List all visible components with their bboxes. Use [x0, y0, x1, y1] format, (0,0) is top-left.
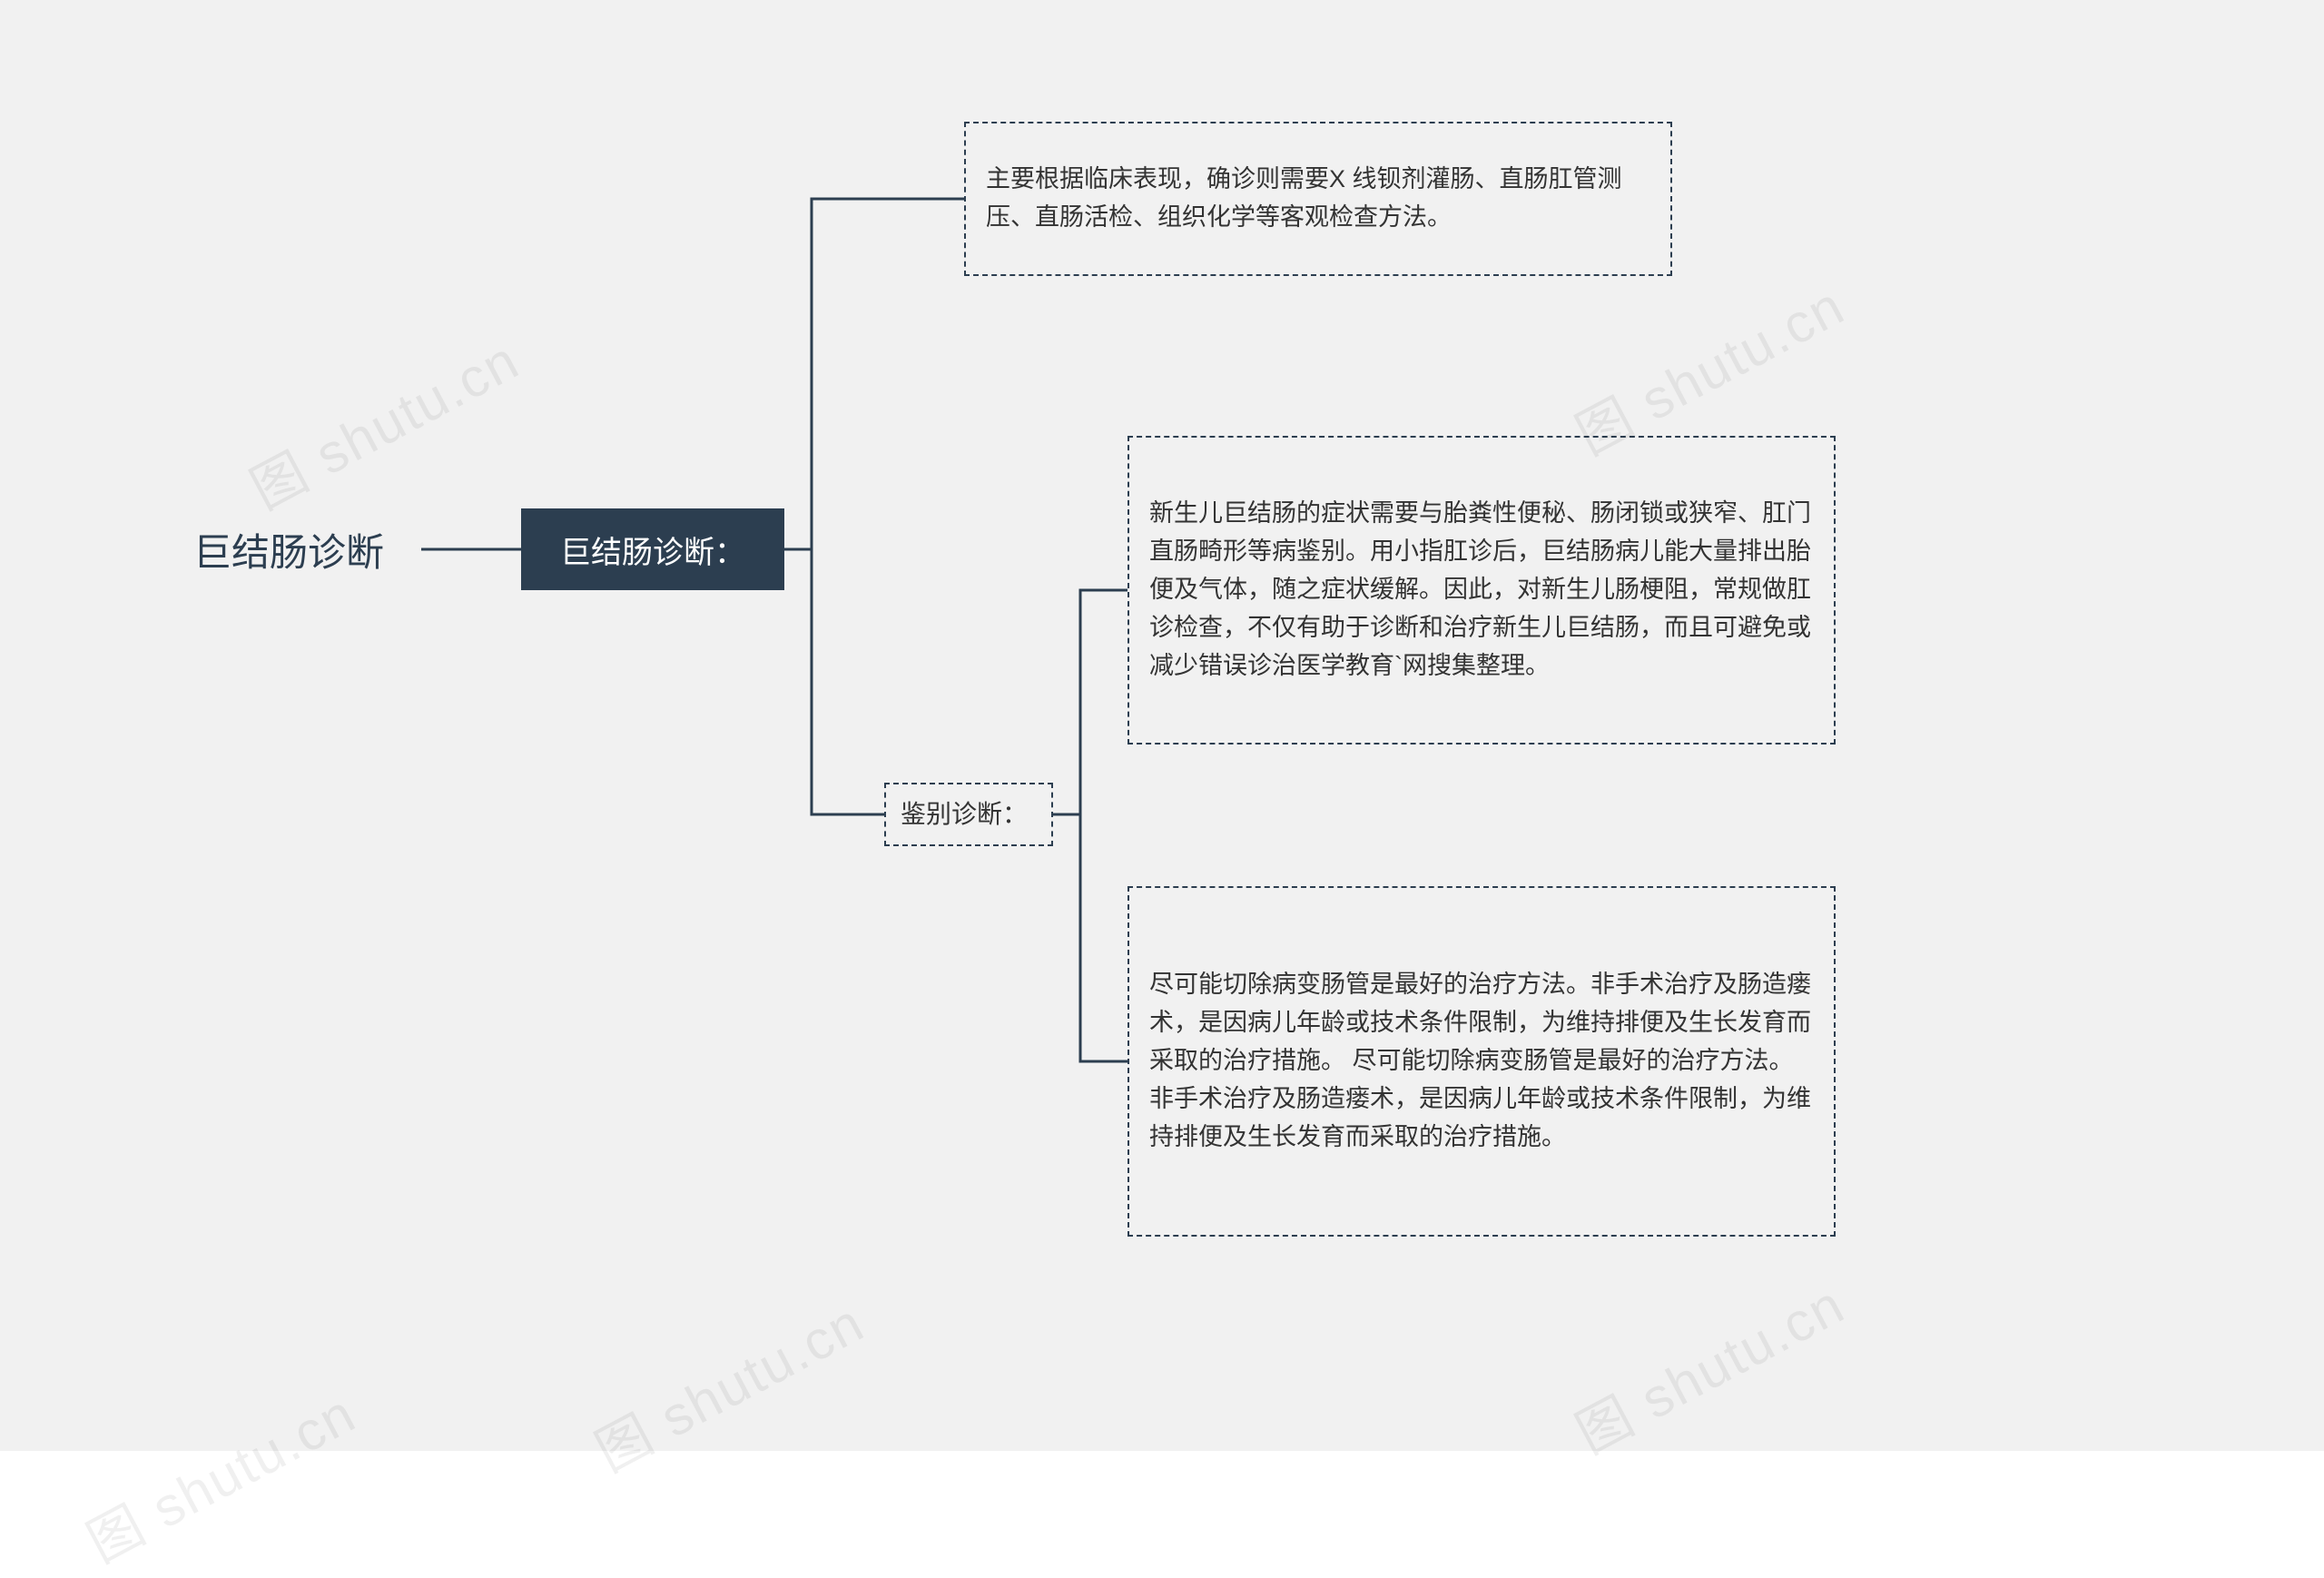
watermark: 图 shutu.cn [580, 1279, 876, 1487]
branch-label-2: 鉴别诊断： [884, 783, 1053, 846]
leaf2a-text: 新生儿巨结肠的症状需要与胎粪性便秘、肠闭锁或狭窄、肛门直肠畸形等病鉴别。用小指肛… [1149, 495, 1814, 685]
root-node: 巨结肠诊断 [156, 505, 421, 594]
level1-label: 巨结肠诊断： [560, 528, 745, 572]
watermark: 图 shutu.cn [72, 1370, 368, 1578]
watermark: 图 shutu.cn [235, 317, 531, 525]
leaf-node-1: 主要根据临床表现，确诊则需要X 线钡剂灌肠、直肠肛管测压、直肠活检、组织化学等客… [964, 122, 1672, 276]
leaf-node-2a: 新生儿巨结肠的症状需要与胎粪性便秘、肠闭锁或狭窄、肛门直肠畸形等病鉴别。用小指肛… [1128, 436, 1836, 745]
leaf-node-2b: 尽可能切除病变肠管是最好的治疗方法。非手术治疗及肠造瘘术，是因病儿年龄或技术条件… [1128, 886, 1836, 1237]
label2-text: 鉴别诊断： [901, 794, 1028, 833]
watermark: 图 shutu.cn [1561, 1261, 1856, 1469]
leaf2b-text: 尽可能切除病变肠管是最好的治疗方法。非手术治疗及肠造瘘术，是因病儿年龄或技术条件… [1149, 966, 1814, 1156]
root-label: 巨结肠诊断 [193, 522, 384, 577]
mindmap-canvas: 巨结肠诊断 巨结肠诊断： 主要根据临床表现，确诊则需要X 线钡剂灌肠、直肠肛管测… [0, 0, 2324, 1451]
leaf1-text: 主要根据临床表现，确诊则需要X 线钡剂灌肠、直肠肛管测压、直肠活检、组织化学等客… [986, 161, 1650, 237]
level1-node: 巨结肠诊断： [521, 508, 784, 590]
